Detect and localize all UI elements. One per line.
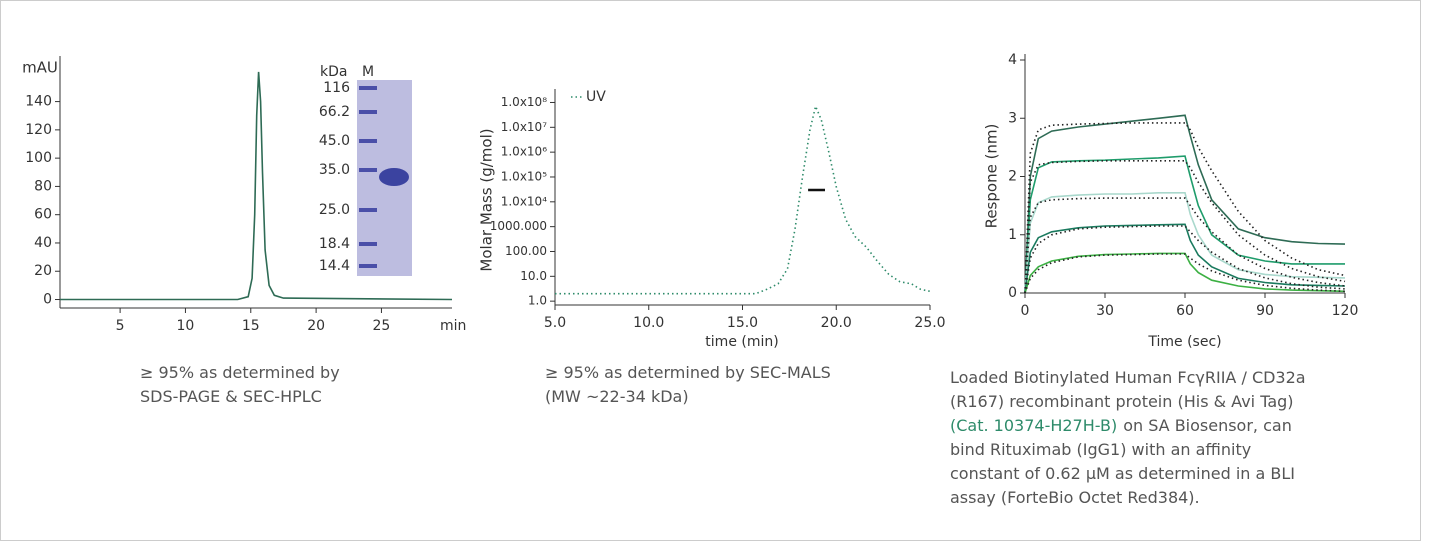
y-tick-label: 20 bbox=[34, 263, 52, 279]
gel-lane: M bbox=[362, 64, 374, 80]
marker-band bbox=[359, 264, 377, 268]
x-tick-label: 90 bbox=[1256, 303, 1274, 319]
caption-text: (MW ~22-34 kDa) bbox=[545, 387, 689, 406]
y-tick-label: 100 bbox=[25, 150, 52, 166]
caption-text: ≥ 95% as determined by bbox=[140, 363, 340, 382]
y-axis-label: Respone (nm) bbox=[983, 124, 1001, 229]
screenshot: 020406080100120140510152025minmAUkDaM116… bbox=[0, 0, 1432, 544]
y-tick-label: 1.0x10⁷ bbox=[501, 120, 547, 134]
caption-line: constant of 0.62 μM as determined in a B… bbox=[950, 464, 1295, 483]
y-tick-label: 1 bbox=[1008, 227, 1017, 243]
marker-band bbox=[359, 86, 377, 90]
marker-label: 66.2 bbox=[319, 104, 350, 120]
marker-label: 116 bbox=[323, 80, 350, 96]
x-tick-label: 5 bbox=[116, 318, 125, 334]
caption-text: assay (ForteBio Octet Red384). bbox=[950, 488, 1200, 507]
y-tick-label: 1.0x10⁸ bbox=[501, 95, 547, 109]
marker-label: 14.4 bbox=[319, 258, 350, 274]
x-tick-label: 5.0 bbox=[544, 315, 566, 331]
caption-text: (Cat. 10374-H27H-B) bbox=[950, 416, 1117, 435]
caption-line: Loaded Biotinylated Human FcγRIIA / CD32… bbox=[950, 368, 1306, 387]
marker-band bbox=[359, 208, 377, 212]
caption-line: (R167) recombinant protein (His & Avi Ta… bbox=[950, 392, 1294, 411]
y-tick-label: 2 bbox=[1008, 169, 1017, 185]
marker-label: 45.0 bbox=[319, 133, 350, 149]
caption-text: Loaded Biotinylated Human FcγRIIA / CD32… bbox=[950, 368, 1306, 387]
x-tick-label: 15.0 bbox=[727, 315, 758, 331]
caption-text: bind Rituximab (IgG1) with an affinity bbox=[950, 440, 1251, 459]
x-tick-label: 10 bbox=[177, 318, 195, 334]
y-tick-label: 120 bbox=[25, 122, 52, 138]
y-tick-label: 60 bbox=[34, 207, 52, 223]
y-tick-label: 10.0 bbox=[520, 269, 547, 283]
caption-line: assay (ForteBio Octet Red384). bbox=[950, 488, 1200, 507]
y-tick-label: 40 bbox=[34, 235, 52, 251]
caption-text: constant of 0.62 μM as determined in a B… bbox=[950, 464, 1295, 483]
y-axis-label: Molar Mass (g/mol) bbox=[478, 128, 496, 271]
caption-line: ≥ 95% as determined by SEC-MALS bbox=[545, 363, 831, 382]
x-tick-label: 30 bbox=[1096, 303, 1114, 319]
x-tick-label: 120 bbox=[1332, 303, 1359, 319]
y-axis-label: mAU bbox=[22, 59, 58, 77]
x-tick-label: 0 bbox=[1021, 303, 1030, 319]
y-tick-label: 3 bbox=[1008, 110, 1017, 126]
x-axis-label: min bbox=[440, 318, 466, 334]
marker-label: 25.0 bbox=[319, 202, 350, 218]
y-tick-label: 140 bbox=[25, 94, 52, 110]
y-tick-label: 0 bbox=[43, 292, 52, 308]
page: 020406080100120140510152025minmAUkDaM116… bbox=[0, 0, 1432, 544]
legend-label: UV bbox=[586, 89, 606, 105]
marker-band bbox=[359, 139, 377, 143]
marker-label: 18.4 bbox=[319, 236, 350, 252]
y-tick-label: 1000.000 bbox=[490, 219, 547, 233]
x-tick-label: 15 bbox=[242, 318, 260, 334]
x-axis-label: Time (sec) bbox=[1147, 334, 1221, 350]
panel-border bbox=[1, 1, 1421, 541]
y-tick-label: 80 bbox=[34, 178, 52, 194]
x-tick-label: 10.0 bbox=[633, 315, 664, 331]
caption-text: on SA Biosensor, can bbox=[1123, 416, 1292, 435]
x-tick-label: 25 bbox=[373, 318, 391, 334]
caption-line: SDS-PAGE & SEC-HPLC bbox=[140, 387, 322, 406]
y-tick-label: 1.0x10⁴ bbox=[501, 194, 547, 208]
y-tick-label: 100.00 bbox=[505, 244, 547, 258]
caption-text: (R167) recombinant protein (His & Avi Ta… bbox=[950, 392, 1294, 411]
caption-line: (MW ~22-34 kDa) bbox=[545, 387, 689, 406]
caption-text: ≥ 95% as determined by SEC-MALS bbox=[545, 363, 831, 382]
caption-line: bind Rituximab (IgG1) with an affinity bbox=[950, 440, 1251, 459]
marker-band bbox=[359, 168, 377, 172]
x-tick-label: 25.0 bbox=[914, 315, 945, 331]
y-tick-label: 0 bbox=[1008, 285, 1017, 301]
caption-text: SDS-PAGE & SEC-HPLC bbox=[140, 387, 322, 406]
sample-band bbox=[379, 168, 409, 186]
y-tick-label: 1.0x10⁵ bbox=[501, 169, 547, 183]
y-tick-label: 1.0x10⁶ bbox=[501, 145, 547, 159]
y-tick-label: 1.0 bbox=[528, 294, 547, 308]
x-tick-label: 60 bbox=[1176, 303, 1194, 319]
marker-band bbox=[359, 110, 377, 114]
y-tick-label: 4 bbox=[1008, 52, 1017, 68]
x-axis-label: time (min) bbox=[705, 334, 778, 350]
x-tick-label: 20.0 bbox=[821, 315, 852, 331]
x-tick-label: 20 bbox=[307, 318, 325, 334]
gel-unit: kDa bbox=[320, 64, 347, 80]
marker-band bbox=[359, 242, 377, 246]
marker-label: 35.0 bbox=[319, 162, 350, 178]
caption-line: ≥ 95% as determined by bbox=[140, 363, 340, 382]
